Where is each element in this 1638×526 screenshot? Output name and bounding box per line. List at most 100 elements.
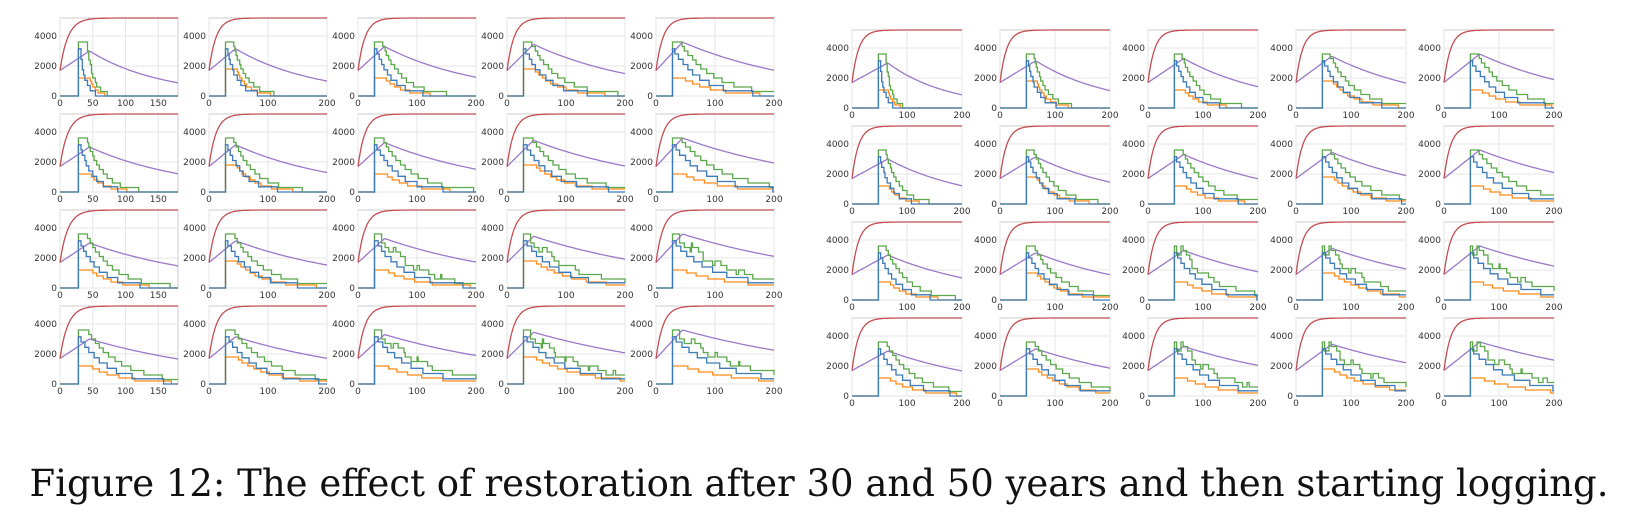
series-line-green [656, 329, 775, 385]
x-tick-label: 0 [1145, 207, 1151, 217]
x-tick-label: 200 [765, 195, 782, 205]
x-tick-label: 100 [1194, 303, 1211, 313]
series-line-red [59, 305, 178, 359]
x-tick-label: 100 [259, 291, 276, 301]
series-line-purple [999, 60, 1111, 92]
y-tick-label: 2000 [332, 254, 355, 264]
x-tick-label: 0 [1441, 111, 1447, 121]
x-tick-label: 0 [1293, 399, 1299, 409]
x-tick-label: 200 [318, 99, 335, 109]
y-tick-label: 2000 [826, 362, 849, 372]
x-tick-label: 100 [117, 99, 134, 109]
series-line-blue [209, 144, 327, 193]
y-tick-label: 2000 [1122, 266, 1145, 276]
y-tick-label: 4000 [630, 128, 653, 138]
x-tick-label: 100 [408, 195, 425, 205]
x-tick-label: 150 [150, 99, 167, 109]
x-tick-label: 0 [355, 99, 361, 109]
y-tick-label: 0 [647, 188, 653, 198]
y-tick-label: 2000 [183, 62, 206, 72]
x-tick-label: 0 [504, 195, 510, 205]
y-tick-label: 2000 [183, 158, 206, 168]
y-tick-label: 4000 [34, 320, 57, 330]
x-tick-label: 100 [1490, 111, 1507, 121]
x-tick-label: 100 [898, 399, 915, 409]
y-tick-label: 4000 [630, 224, 653, 234]
series-line-red [59, 17, 178, 71]
series-line-green [358, 233, 476, 289]
subplot-panel: 0 50 100 150 0 2000 4000 [34, 209, 179, 301]
series-line-blue [1148, 156, 1258, 205]
series-line-blue [1000, 252, 1110, 301]
x-tick-label: 0 [849, 399, 855, 409]
y-tick-label: 4000 [183, 128, 206, 138]
x-tick-label: 200 [1101, 303, 1118, 313]
y-tick-label: 0 [843, 296, 849, 306]
x-tick-label: 100 [1490, 207, 1507, 217]
series-line-blue [209, 336, 327, 385]
series-line-blue [358, 336, 476, 385]
figure-caption: Figure 12: The effect of restoration aft… [29, 462, 1609, 505]
series-line-purple [999, 252, 1111, 276]
plot-frame [59, 305, 179, 385]
y-tick-label: 0 [349, 188, 355, 198]
y-tick-label: 2000 [183, 254, 206, 264]
series-line-red [1147, 317, 1258, 371]
y-tick-label: 0 [498, 92, 504, 102]
x-tick-label: 200 [765, 387, 782, 397]
x-tick-label: 100 [1490, 303, 1507, 313]
series-line-purple [1147, 58, 1259, 88]
x-tick-label: 100 [557, 195, 574, 205]
x-tick-label: 100 [1342, 303, 1359, 313]
series-line-green [656, 233, 774, 289]
y-tick-label: 4000 [183, 224, 206, 234]
series-line-blue [1296, 348, 1406, 397]
y-tick-label: 4000 [332, 320, 355, 330]
series-line-blue [1296, 60, 1406, 109]
series-line-blue [358, 144, 476, 193]
y-tick-label: 0 [200, 188, 206, 198]
x-tick-label: 0 [997, 303, 1003, 313]
x-tick-label: 200 [1101, 111, 1118, 121]
series-line-red [1147, 29, 1258, 83]
x-tick-label: 100 [1342, 399, 1359, 409]
y-tick-label: 2000 [481, 254, 504, 264]
series-line-red [1295, 317, 1406, 371]
x-tick-label: 0 [997, 207, 1003, 217]
x-tick-label: 100 [259, 387, 276, 397]
series-line-red [59, 113, 178, 167]
series-line-purple [1295, 343, 1407, 372]
series-line-red [999, 29, 1110, 83]
y-tick-label: 2000 [481, 350, 504, 360]
y-tick-label: 4000 [34, 32, 57, 42]
x-tick-label: 200 [318, 195, 335, 205]
y-tick-label: 2000 [1418, 362, 1441, 372]
series-line-orange [358, 365, 476, 385]
series-line-orange [507, 164, 625, 193]
x-tick-label: 200 [953, 111, 970, 121]
y-tick-label: 4000 [826, 332, 849, 342]
y-tick-label: 4000 [826, 236, 849, 246]
y-tick-label: 2000 [974, 266, 997, 276]
series-line-purple [655, 41, 775, 71]
x-tick-label: 0 [1293, 111, 1299, 121]
series-line-red [506, 305, 625, 359]
x-tick-label: 100 [557, 99, 574, 109]
y-tick-label: 2000 [1418, 170, 1441, 180]
y-tick-label: 2000 [1122, 170, 1145, 180]
y-tick-label: 4000 [332, 128, 355, 138]
y-tick-label: 0 [1435, 200, 1441, 210]
x-tick-label: 200 [467, 195, 484, 205]
series-line-blue [507, 240, 625, 289]
x-tick-label: 200 [953, 399, 970, 409]
y-tick-label: 0 [1139, 200, 1145, 210]
series-line-orange [209, 260, 327, 289]
series-line-red [1147, 221, 1258, 275]
y-tick-label: 4000 [481, 32, 504, 42]
x-tick-label: 100 [117, 291, 134, 301]
series-line-orange [60, 365, 178, 385]
